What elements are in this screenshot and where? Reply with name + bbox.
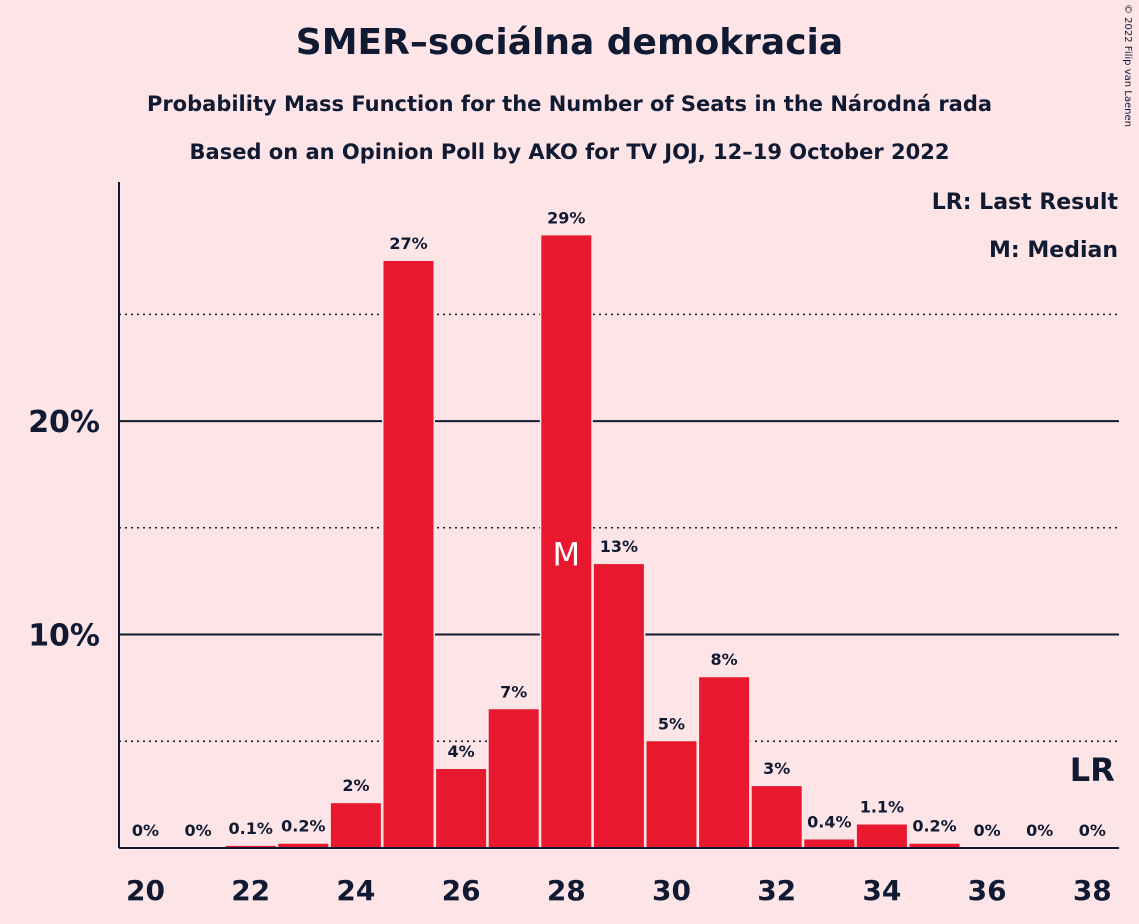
data-label-32: 3% <box>763 759 790 778</box>
data-label-28: 29% <box>547 208 585 227</box>
markers: M LR <box>552 535 1114 789</box>
bar-29 <box>593 564 644 848</box>
x-tick-label: 30 <box>652 874 691 907</box>
x-tick-label: 32 <box>757 874 796 907</box>
data-label-36: 0% <box>974 821 1001 840</box>
bar-30 <box>646 741 697 848</box>
bar-27 <box>488 709 539 848</box>
axes <box>118 182 1119 849</box>
bar-23 <box>278 843 329 848</box>
data-label-24: 2% <box>342 776 369 795</box>
data-label-31: 8% <box>711 650 738 669</box>
bar-28 <box>541 235 592 849</box>
data-label-27: 7% <box>500 682 527 701</box>
bar-33 <box>804 839 855 848</box>
legend-last-result: LR: Last Result <box>932 190 1119 215</box>
x-tick-label: 36 <box>968 874 1007 907</box>
bar-35 <box>909 843 960 848</box>
y-tick-label: 20% <box>28 405 100 440</box>
bars <box>224 233 961 849</box>
data-labels: 0% 0% 0.1% 0.2% 2% 27% 4% 7% 29% 13% 5% 8% 3% 0.4% 1.1… <box>132 208 1106 840</box>
x-tick-labels: 20 22 24 26 28 30 32 34 36 38 <box>126 874 1112 907</box>
x-tick-label: 24 <box>336 874 375 907</box>
x-tick-label: 20 <box>126 874 165 907</box>
x-tick-label: 38 <box>1073 874 1112 907</box>
data-label-35: 0.2% <box>912 817 956 836</box>
x-tick-label: 34 <box>862 874 901 907</box>
data-label-25: 27% <box>389 234 427 253</box>
data-label-38: 0% <box>1079 821 1106 840</box>
last-result-marker: LR <box>1070 751 1115 789</box>
data-label-22: 0.1% <box>229 819 273 838</box>
chart-source-subtitle: Based on an Opinion Poll by AKO for TV J… <box>189 140 950 164</box>
y-tick-labels: 10% 20% <box>28 405 100 653</box>
bar-22 <box>225 845 276 848</box>
chart-title: SMER–sociálna demokracia <box>295 22 844 63</box>
chart-subtitle: Probability Mass Function for the Number… <box>146 92 993 116</box>
data-label-21: 0% <box>185 821 212 840</box>
data-label-34: 1.1% <box>860 798 904 817</box>
data-label-30: 5% <box>658 714 685 733</box>
y-tick-label: 10% <box>28 619 100 654</box>
data-label-33: 0.4% <box>807 812 851 831</box>
bar-25 <box>383 260 434 848</box>
data-label-23: 0.2% <box>281 817 325 836</box>
bar-31 <box>699 677 750 848</box>
x-tick-label: 28 <box>547 874 586 907</box>
data-label-26: 4% <box>448 742 475 761</box>
legend-median: M: Median <box>989 238 1118 263</box>
data-label-29: 13% <box>600 537 638 556</box>
bar-26 <box>436 769 487 848</box>
bar-34 <box>856 824 907 848</box>
data-label-37: 0% <box>1026 821 1053 840</box>
bar-32 <box>751 786 802 848</box>
x-tick-label: 22 <box>231 874 270 907</box>
data-label-20: 0% <box>132 821 159 840</box>
median-marker: M <box>552 535 580 573</box>
bar-24 <box>330 803 381 848</box>
x-tick-label: 26 <box>442 874 481 907</box>
